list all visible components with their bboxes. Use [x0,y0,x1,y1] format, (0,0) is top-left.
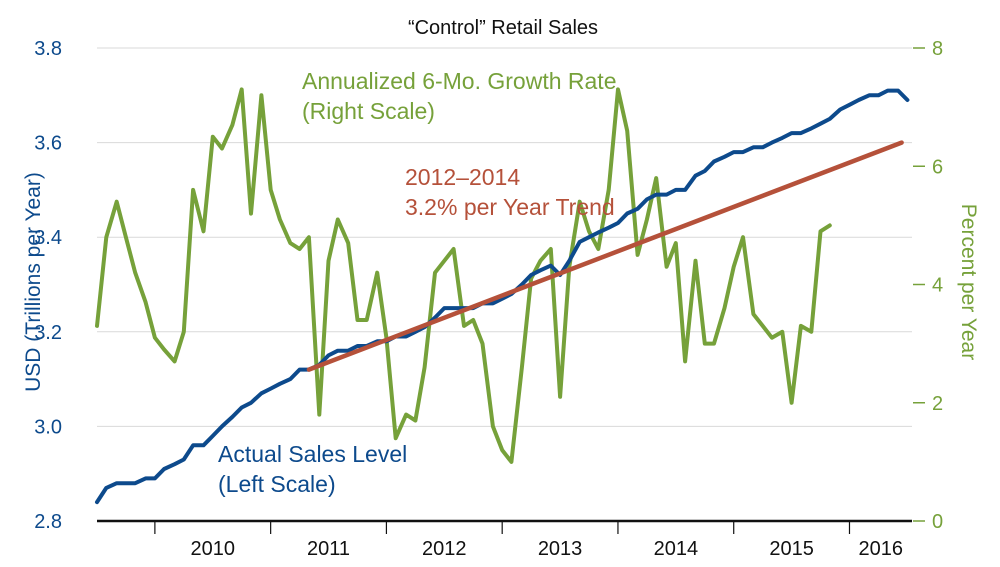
growth-rate-label-line1: Annualized 6-Mo. Growth Rate [302,68,617,94]
right-axis-label: Percent per Year [957,204,980,360]
left-tick-label: 3.0 [34,416,62,438]
x-tick-label: 2010 [191,538,236,560]
x-tick-label: 2011 [307,538,350,560]
left-tick-label: 3.4 [34,227,62,249]
sales-level-line [95,88,910,505]
right-tick-label: 8 [932,38,943,60]
series-lines [95,87,910,505]
right-tick-label: 6 [932,156,943,178]
x-tick-label: 2014 [654,538,699,560]
x-tick-label: 2012 [422,538,467,560]
trend-line [306,140,904,372]
axes [97,519,912,534]
growth-rate-label-line2: (Right Scale) [302,98,435,124]
left-tick-label: 3.6 [34,133,62,155]
right-tick-label: 4 [932,275,943,297]
x-tick-label: 2013 [538,538,583,560]
x-tick-label: 2015 [769,538,814,560]
trend-label-line2: 3.2% per Year Trend [405,194,615,220]
left-axis-label: USD (Trillions per Year) [22,172,45,392]
chart-title: “Control” Retail Sales [408,17,598,39]
gridlines [97,47,912,427]
sales-level-label-line2: (Left Scale) [218,471,336,497]
left-tick-label: 3.8 [34,38,62,60]
x-tick-label: 2016 [858,538,903,560]
growth-rate-line [95,87,832,464]
right-tick-label: 0 [932,511,943,533]
right-tick-label: 2 [932,393,943,415]
sales-level-label-line1: Actual Sales Level [218,441,407,467]
left-tick-label: 2.8 [34,511,62,533]
trend-label-line1: 2012–2014 [405,164,520,190]
left-tick-label: 3.2 [34,322,62,344]
axis-ticks: 2.8 3.0 3.2 3.4 3.6 3.8 0 2 4 6 8 2010 2011 2012 2013 2… [34,38,943,560]
